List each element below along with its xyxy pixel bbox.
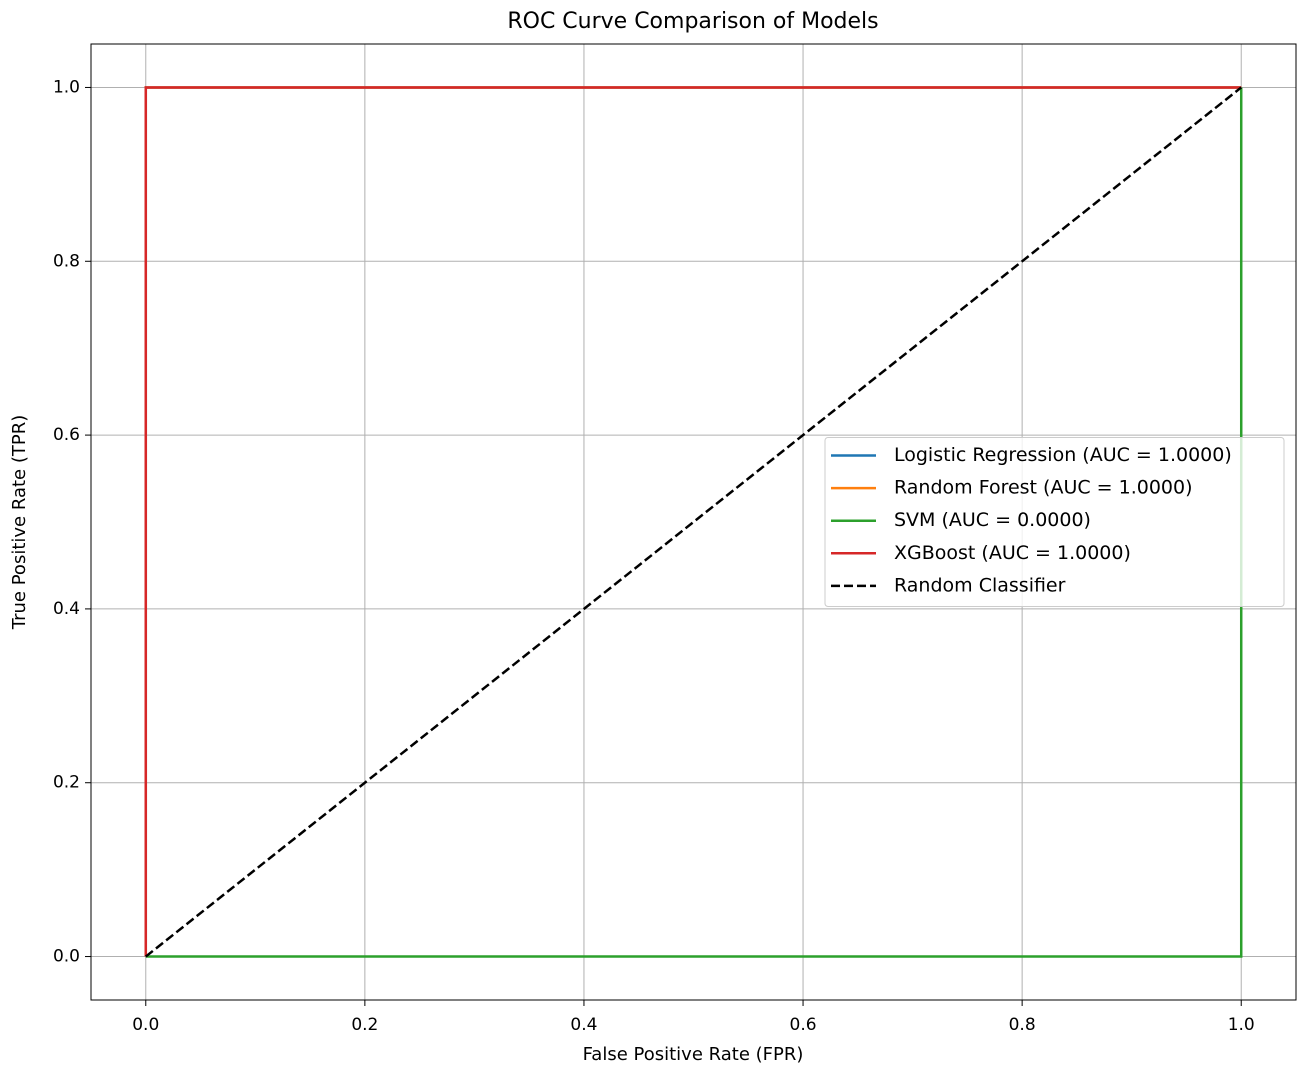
legend-label: SVM (AUC = 0.0000) [894, 509, 1091, 531]
y-tick-label: 0.2 [53, 773, 80, 793]
y-axis-label: True Positive Rate (TPR) [9, 415, 30, 630]
line [144, 86, 1243, 958]
x-tick-label: 0.6 [790, 1015, 817, 1035]
x-tick-label: 0.0 [132, 1015, 159, 1035]
y-tick-label: 1.0 [53, 77, 80, 97]
x-tick-label: 0.2 [351, 1015, 378, 1035]
legend-label: XGBoost (AUC = 1.0000) [894, 542, 1131, 564]
y-tick-label: 0.8 [53, 251, 80, 271]
legend-label: Random Forest (AUC = 1.0000) [894, 477, 1193, 499]
axes-frame [90, 43, 1297, 1001]
y-tick-label: 0.6 [53, 425, 80, 445]
line [145, 87, 1243, 958]
x-tick-label: 1.0 [1228, 1015, 1255, 1035]
y-tick-label: 0.4 [53, 599, 80, 619]
legend-label: Random Classifier [894, 574, 1066, 596]
legend-box [824, 437, 1285, 607]
chart-title: ROC Curve Comparison of Models [507, 9, 878, 34]
x-tick-label: 0.8 [1009, 1015, 1036, 1035]
legend-label: Logistic Regression (AUC = 1.0000) [894, 444, 1232, 466]
line [144, 86, 1242, 957]
legend: Logistic Regression (AUC = 1.0000) Random… [824, 437, 1285, 607]
y-tick-label: 0.0 [53, 947, 80, 967]
x-axis-label: False Positive Rate (FPR) [583, 1044, 804, 1065]
x-tick-label: 0.4 [570, 1015, 597, 1035]
